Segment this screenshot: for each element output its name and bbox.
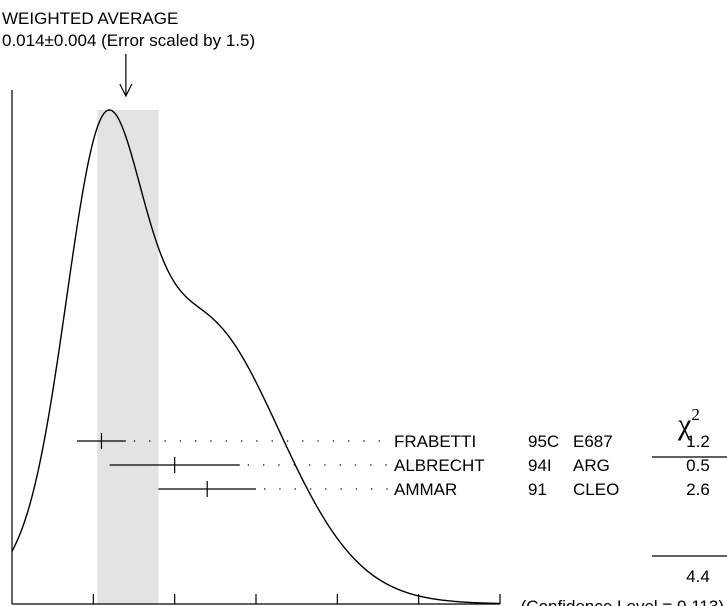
measurement-rows: FRABETTI 95C E687 1.2 ALBRECHT 94I ARG 0.5 AMMAR… bbox=[77, 432, 710, 499]
weighted-average-arrow bbox=[119, 54, 133, 98]
measurement-row: ALBRECHT 94I ARG 0.5 bbox=[109, 456, 710, 475]
measurement-name: FRABETTI bbox=[394, 432, 476, 451]
measurement-name: ALBRECHT bbox=[394, 456, 485, 475]
measurement-experiment: CLEO bbox=[573, 480, 619, 499]
chi2-header: χ2 bbox=[677, 405, 700, 441]
chart-subtitle: 0.014±0.004 (Error scaled by 1.5) bbox=[2, 31, 255, 50]
confidence-level: (Confidence Level = 0.113) bbox=[521, 597, 724, 606]
chi2-header-exponent: 2 bbox=[691, 405, 700, 424]
ideogram-curve bbox=[11, 109, 501, 605]
measurement-chi2: 0.5 bbox=[686, 456, 710, 475]
measurement-year: 95C bbox=[528, 432, 559, 451]
chart-title: WEIGHTED AVERAGE bbox=[2, 9, 178, 28]
measurement-name: AMMAR bbox=[394, 480, 457, 499]
chi2-header-symbol: χ bbox=[677, 408, 692, 441]
weighted-average-band bbox=[97, 110, 159, 604]
chi2-total: 4.4 bbox=[686, 567, 710, 586]
measurement-row: AMMAR 91 CLEO 2.6 bbox=[158, 480, 710, 499]
measurement-experiment: E687 bbox=[573, 432, 613, 451]
measurement-year: 91 bbox=[528, 480, 547, 499]
measurement-row: FRABETTI 95C E687 1.2 bbox=[77, 432, 710, 451]
measurement-year: 94I bbox=[528, 456, 552, 475]
arrow-head bbox=[119, 83, 133, 98]
measurement-chi2: 2.6 bbox=[686, 480, 710, 499]
measurement-experiment: ARG bbox=[573, 456, 610, 475]
measurement-chi2: 1.2 bbox=[686, 432, 710, 451]
